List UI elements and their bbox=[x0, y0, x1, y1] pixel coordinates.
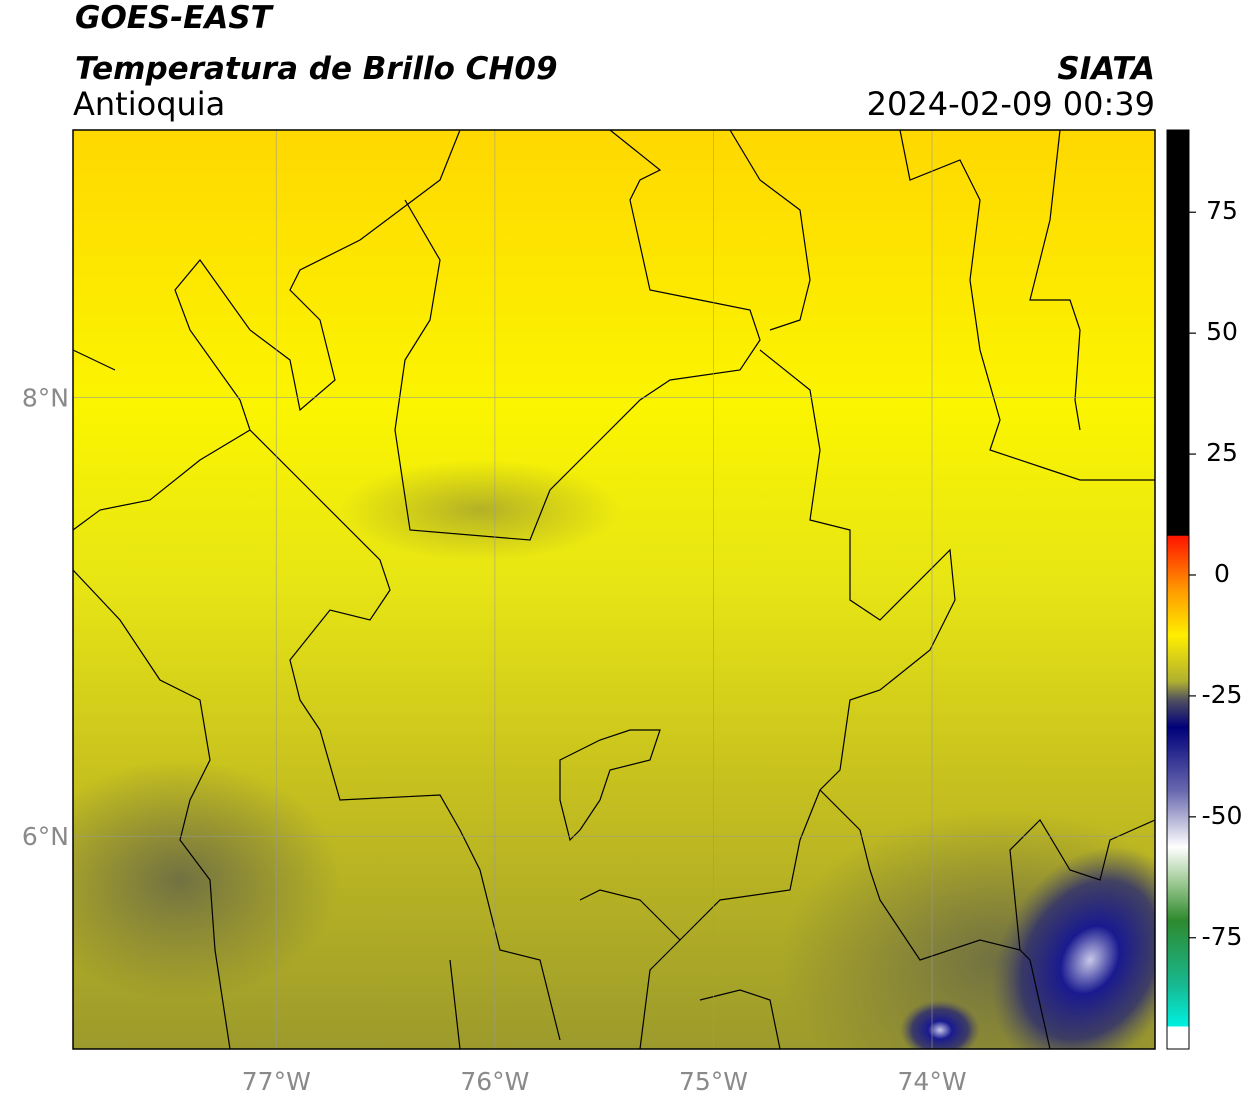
x-tick-label: 74°W bbox=[898, 1067, 967, 1096]
y-tick-label: 8°N bbox=[22, 384, 69, 413]
colorbar bbox=[1166, 129, 1190, 1050]
border bbox=[819, 789, 1155, 1049]
y-tick-label: 6°N bbox=[22, 822, 69, 851]
border bbox=[449, 729, 781, 1049]
colorbar-tick-label: -75 bbox=[1202, 922, 1243, 951]
colorbar-tick-label: 0 bbox=[1214, 559, 1230, 588]
border bbox=[394, 130, 761, 541]
cold-cloud bbox=[991, 846, 1155, 1049]
cloud-region bbox=[73, 760, 340, 1000]
colorbar-ticks: 75 50 25 0 -25 -50 -75 bbox=[1189, 196, 1242, 951]
region: Antioquia bbox=[73, 85, 225, 123]
cloud-region bbox=[340, 460, 620, 560]
source: SIATA bbox=[1057, 51, 1155, 87]
border bbox=[729, 130, 1155, 481]
border bbox=[73, 349, 251, 1049]
datetime: 2024-02-09 00:39 bbox=[867, 85, 1155, 123]
map-frame bbox=[72, 129, 1156, 1050]
map-area bbox=[73, 130, 1155, 1049]
subtitle: Temperatura de Brillo CH09 bbox=[75, 51, 558, 87]
colorbar-tick-label: 25 bbox=[1206, 438, 1238, 467]
grid bbox=[73, 130, 1155, 1049]
colorbar-tick-label: -25 bbox=[1202, 680, 1243, 709]
border bbox=[639, 349, 956, 1049]
colorbar-tick-label: 75 bbox=[1206, 196, 1238, 225]
x-tick-label: 75°W bbox=[679, 1067, 748, 1096]
x-tick-label: 77°W bbox=[242, 1067, 311, 1096]
colorbar-tick-label: -50 bbox=[1202, 801, 1243, 830]
cold-cloud bbox=[900, 1000, 980, 1049]
x-tick-label: 76°W bbox=[460, 1067, 529, 1096]
title: GOES-EAST bbox=[75, 0, 275, 36]
colorbar-tick-label: 50 bbox=[1206, 317, 1238, 346]
